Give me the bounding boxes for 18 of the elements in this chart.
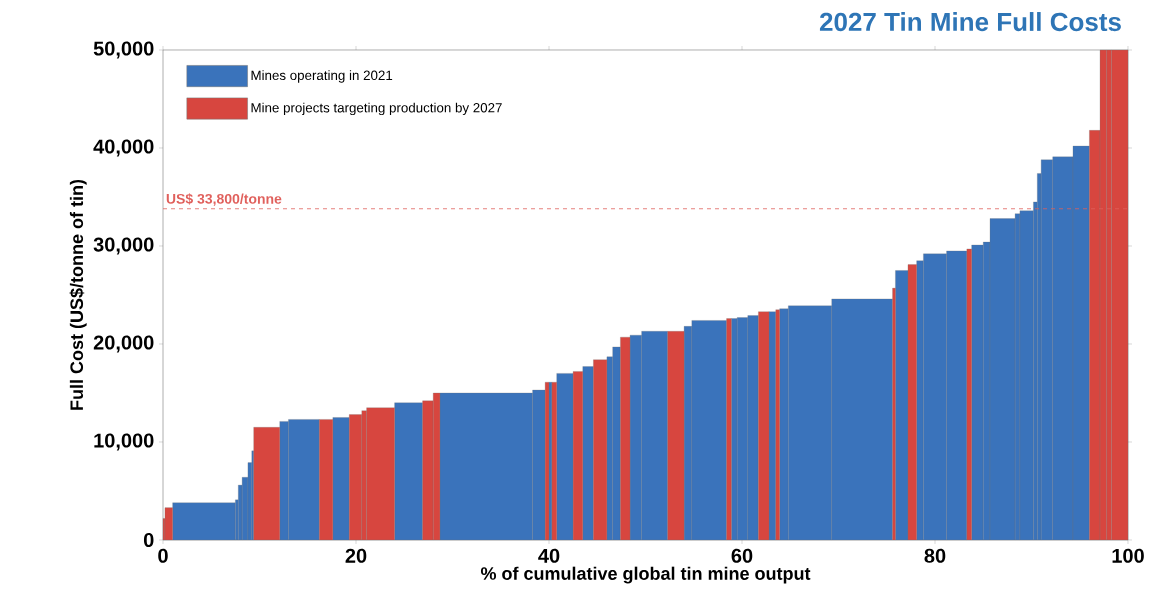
x-axis-title: % of cumulative global tin mine output xyxy=(480,566,811,584)
x-tick-label: 0 xyxy=(158,548,168,563)
x-tick-label: 40 xyxy=(538,548,560,563)
x-tick-label: 100 xyxy=(1112,548,1144,563)
y-axis-title: Full Cost (US$/tonne of tin) xyxy=(69,179,87,410)
x-tick-label: 60 xyxy=(731,548,753,563)
x-tick-label: 80 xyxy=(924,548,946,563)
y-tick-label: 30,000 xyxy=(93,237,154,255)
y-tick-label: 20,000 xyxy=(93,335,154,353)
y-tick-label: 0 xyxy=(143,532,154,548)
x-tick-label: 20 xyxy=(345,548,367,563)
legend-label: Mines operating in 2021 xyxy=(251,70,393,83)
legend-label: Mine projects targeting production by 2027 xyxy=(251,102,502,116)
y-tick-label: 40,000 xyxy=(93,139,154,157)
y-tick-label: 10,000 xyxy=(94,433,154,451)
chart-title: 2027 Tin Mine Full Costs xyxy=(819,12,1121,32)
y-tick-label: 50,000 xyxy=(93,41,154,59)
ref-line-label: US$ 33,800/tonne xyxy=(166,193,282,206)
